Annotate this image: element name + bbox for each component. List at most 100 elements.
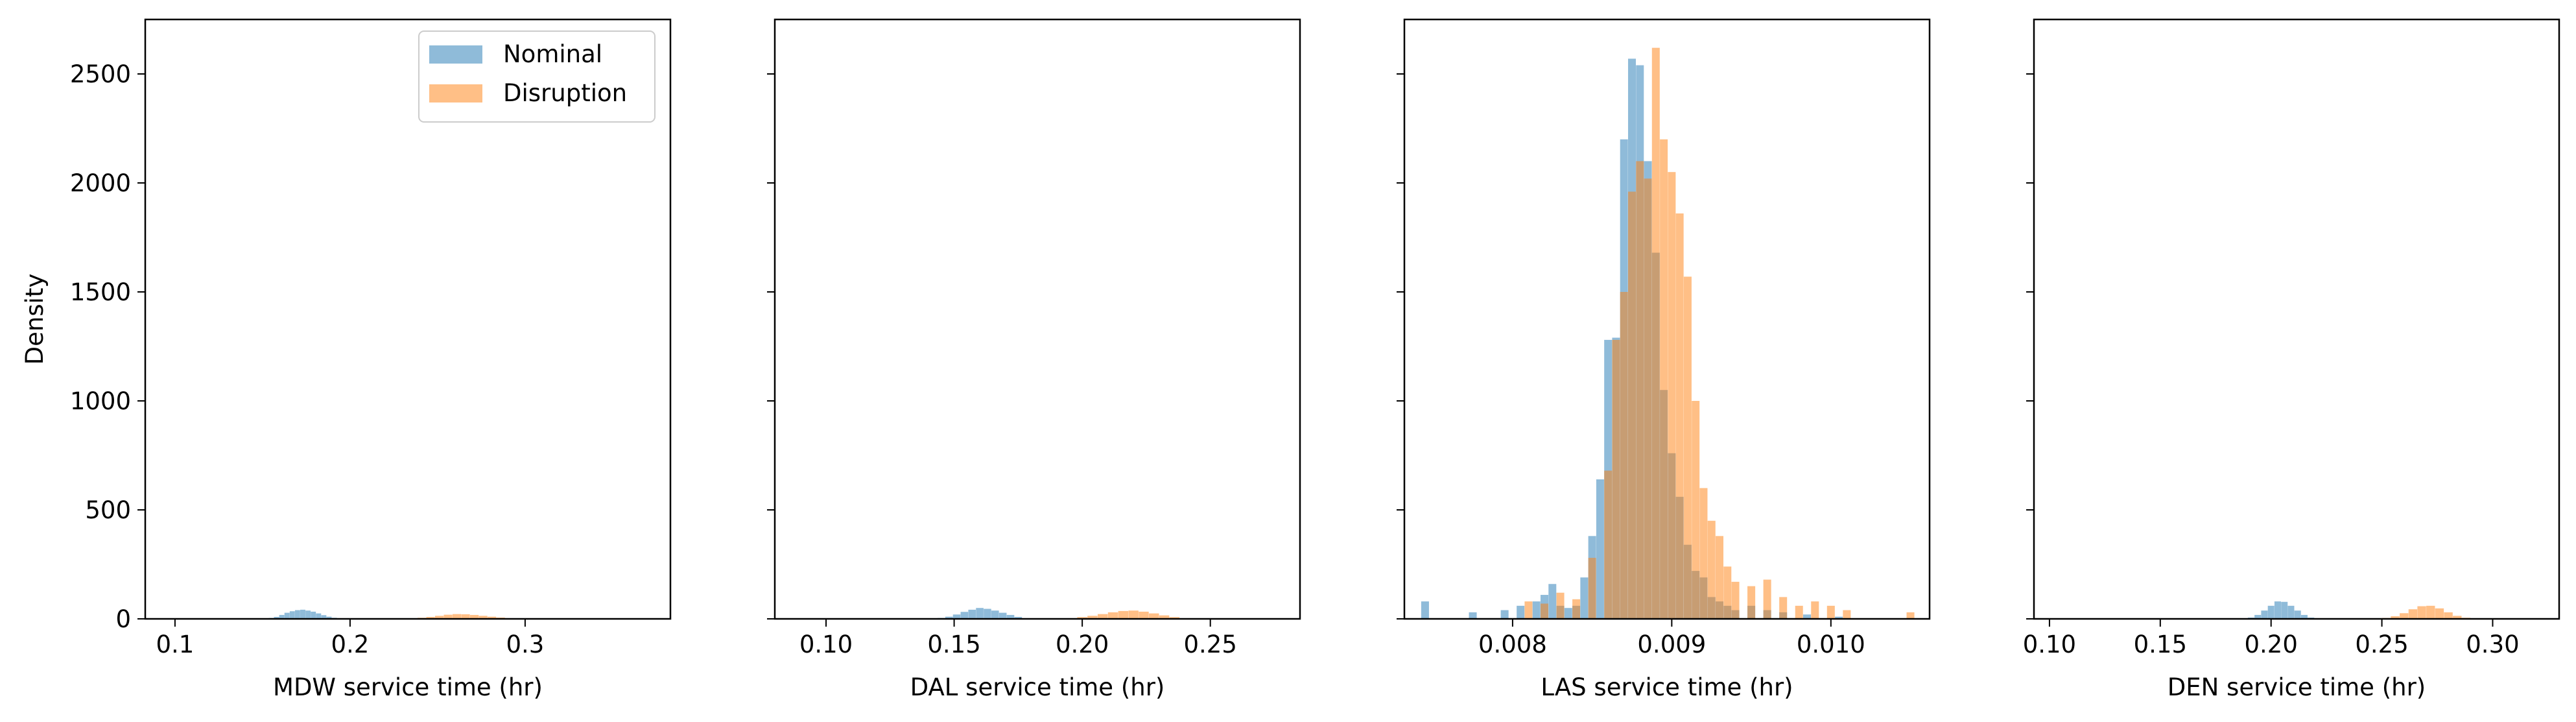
x-tick-label: 0.20 [2245,631,2298,658]
histogram-bar-nominal [294,610,300,619]
x-tick-label: 0.008 [1478,631,1547,658]
histogram-bar-disruption [1779,597,1788,619]
histogram-bar-disruption [1118,610,1129,619]
histogram-bar-nominal [976,608,984,619]
x-tick-label: 0.1 [156,631,194,658]
histogram-bar-nominal [2287,605,2295,619]
y-tick-label: 1500 [70,278,131,306]
histogram-bar-nominal [2294,610,2301,619]
legend-label-nominal: Nominal [503,40,602,68]
histogram-bar-nominal [2267,605,2275,619]
histogram-bar-disruption [1651,47,1660,620]
histogram-bar-disruption [1128,610,1139,619]
legend-swatch-disruption [429,84,482,102]
histogram-bar-nominal [1835,616,1843,619]
y-tick-label: 2000 [70,169,131,197]
histogram-bar-disruption [1524,601,1533,619]
histogram-bar-disruption [487,616,497,619]
histogram-bar-disruption [2391,616,2400,619]
x-tick-label: 0.10 [2023,631,2076,658]
histogram-bar-nominal [316,613,322,619]
histogram-bar-disruption [1723,566,1732,619]
histogram-bar-nominal [1500,610,1509,619]
axes-frame [1403,18,1931,620]
histogram-bar-nominal [1014,616,1022,619]
histogram-bar-nominal [998,612,1007,619]
x-tick-label: 0.010 [1797,631,1865,658]
histogram-bar-nominal [1596,479,1604,619]
x-tick-label: 0.25 [2355,631,2408,658]
x-tick-label: 0.15 [927,631,980,658]
x-tick-label: 0.10 [799,631,853,658]
x-axis-label: LAS service time (hr) [1541,673,1793,701]
histogram-bar-disruption [1149,613,1159,619]
chart-panel-1: 0.1 0.2 0.3 0 500 1000 1500 2000 2500 MDW service… [21,18,672,701]
histogram-bar-disruption [1636,161,1644,619]
histogram-bar-nominal [279,614,285,619]
x-axis-label: DEN service time (hr) [2168,673,2426,701]
histogram-bar-nominal [284,612,290,619]
histogram-bar-disruption [1843,610,1851,619]
histogram-bar-disruption [426,616,435,619]
chart-panel-2: 0.10 0.15 0.20 0.25 DAL service time (hr) [767,18,1301,701]
histogram-bar-disruption [2453,616,2462,619]
x-tick-label: 0.25 [1184,631,1237,658]
histogram-bar-disruption [1675,213,1684,619]
histogram-bar-nominal [321,615,327,619]
histogram-bar-disruption [2435,608,2444,619]
histogram-bar-disruption [469,614,479,619]
histogram-bar-nominal [305,610,311,619]
histogram-bar-nominal [2274,601,2281,619]
histogram-bar-disruption [1612,339,1620,619]
y-tick-label: 2500 [70,60,131,88]
histogram-bar-nominal [1469,612,1477,619]
x-axis-label: MDW service time (hr) [273,673,543,701]
x-axis-label: DAL service time (hr) [910,673,1165,701]
histogram-bar-nominal [1802,614,1812,619]
histogram-bar-nominal [1006,614,1015,619]
histogram-bar-nominal [2261,610,2268,619]
histogram-bar-nominal [1517,605,1525,619]
legend-swatch-nominal [429,45,482,64]
histogram-bar-disruption [1077,617,1087,619]
histogram-bar-disruption [1906,612,1915,619]
histogram-bar-disruption [2426,605,2435,619]
histogram-bar-nominal [1421,601,1429,619]
histogram-bar-disruption [434,616,444,619]
histogram-bar-disruption [1826,605,1835,619]
histogram-bar-disruption [1627,191,1637,619]
histogram-bar-disruption [1747,586,1756,619]
histogram-bar-nominal [1532,601,1541,619]
histogram-bar-disruption [1644,178,1652,619]
histogram-bar-nominal [991,610,999,619]
histogram-bar-disruption [1811,601,1819,619]
x-tick-label: 0.2 [331,631,369,658]
axes-frame [2033,18,2560,620]
x-tick-label: 0.20 [1056,631,1109,658]
histogram-bar-disruption [1707,520,1716,619]
histogram-bar-disruption [1715,536,1724,619]
y-axis-label: Density [21,274,49,365]
histogram-bar-disruption [1731,581,1740,619]
y-tick-label: 500 [85,496,131,524]
histogram-bar-disruption [1540,603,1549,619]
histogram-bar-disruption [1604,470,1613,619]
histogram-bar-disruption [1107,612,1118,619]
histogram-bar-nominal [326,616,332,619]
histogram-bar-disruption [443,614,453,619]
histogram-bar-nominal [1580,577,1589,619]
y-tick-label: 0 [115,605,131,633]
histogram-bar-disruption [452,614,462,619]
histogram-bar-nominal [952,614,961,619]
histogram-bar-nominal [960,612,969,619]
legend: Nominal Disruption [418,30,656,123]
histogram-bar-disruption [461,614,470,619]
histogram-bar-disruption [1795,605,1803,619]
histogram-bar-nominal [2254,614,2262,619]
histogram-bar-disruption [2417,606,2426,619]
histogram-bar-nominal [311,611,316,619]
histogram-bar-nominal [945,616,953,619]
histogram-bar-disruption [2400,613,2409,619]
